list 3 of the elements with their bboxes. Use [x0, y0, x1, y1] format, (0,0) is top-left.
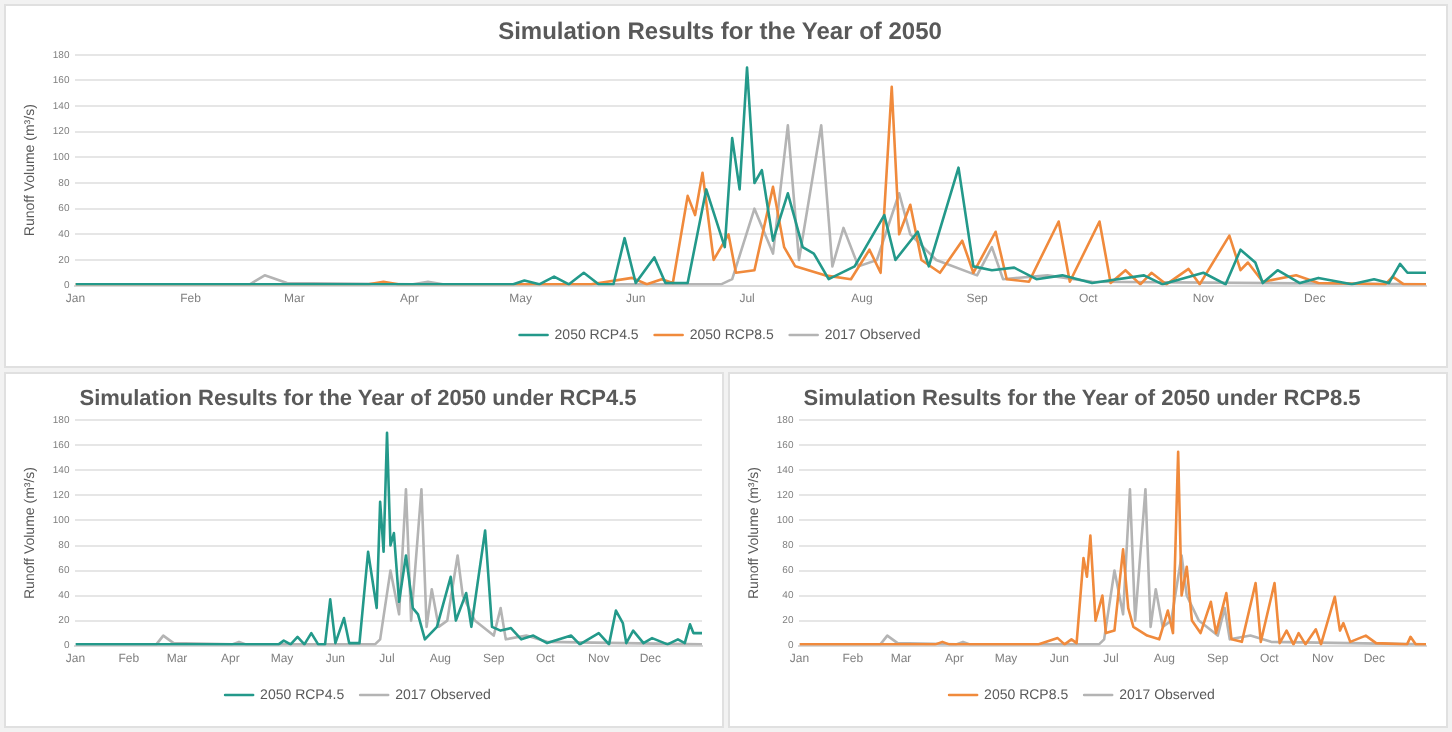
chart-title: Simulation Results for the Year of 2050 under RCP8.5: [803, 387, 1361, 412]
chart-title: Simulation Results for the Year of 2050 under RCP4.5: [79, 387, 637, 412]
chart-title: Simulation Results for the Year of 2050: [498, 17, 943, 46]
